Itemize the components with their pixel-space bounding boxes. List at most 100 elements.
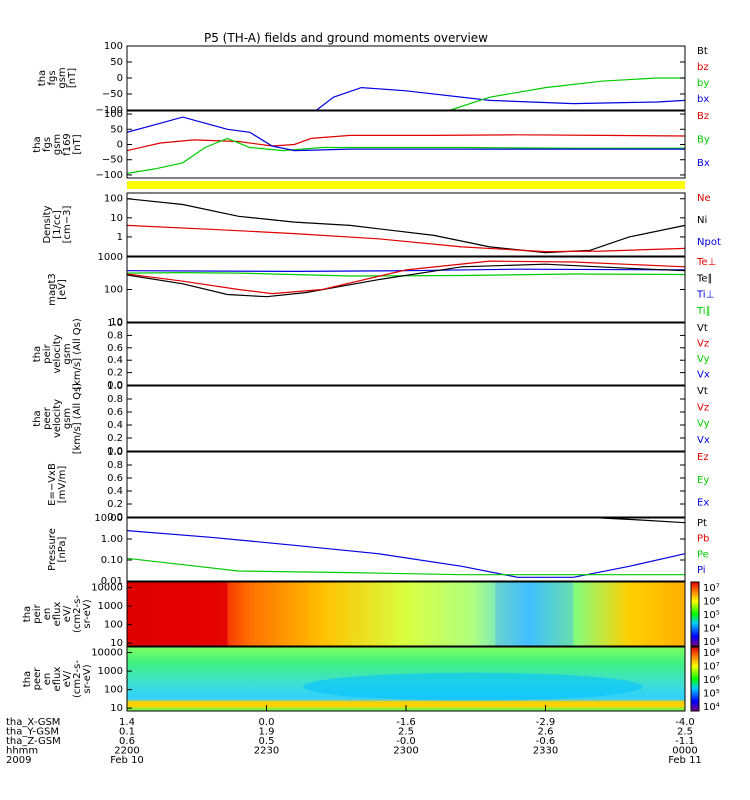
legend-Bx: Bx xyxy=(697,158,710,169)
colorbar-tick-label: 10⁵ xyxy=(703,610,720,621)
y-tick-label: 10 xyxy=(110,703,123,714)
legend-Bt: Bt xyxy=(697,46,708,57)
x-row-value: -0.0 xyxy=(396,736,416,747)
legend-by: by xyxy=(697,78,709,89)
y-tick-label: 10.00 xyxy=(94,513,123,524)
y-axis-label: [km/s] (All Qs) xyxy=(72,383,83,455)
series-line-red xyxy=(126,134,686,152)
series-line-red xyxy=(126,260,686,295)
y-axis-label: gsm xyxy=(57,67,68,88)
y-tick-label: 0.6 xyxy=(107,473,123,484)
y-tick-label: 50 xyxy=(110,57,123,68)
series-line-blue xyxy=(316,86,686,111)
legend-Vt: Vt xyxy=(697,323,708,334)
y-tick-label: 100 xyxy=(104,194,123,205)
x-row-label: hhmm xyxy=(6,746,38,757)
legend-Bz: Bz xyxy=(697,111,709,122)
y-axis-label: (cm2-s- xyxy=(72,595,83,633)
x-row-value: Feb 10 xyxy=(110,755,144,766)
y-tick-label: 0.0 xyxy=(107,446,123,457)
panel-frame xyxy=(126,385,686,452)
y-axis-label: [km/s] (All Qs) xyxy=(72,318,83,390)
legend-bx: bx xyxy=(697,94,709,105)
y-tick-label: 100 xyxy=(104,620,123,631)
legend-Ey: Ey xyxy=(697,475,709,486)
y-axis-label: [eV] xyxy=(57,279,68,300)
legend-Ni: Ni xyxy=(697,215,707,226)
y-axis-label: peir xyxy=(42,343,53,363)
legend-Te⊥: Te⊥ xyxy=(696,257,716,268)
x-row-value: 1.4 xyxy=(119,717,135,728)
x-row-value: -4.0 xyxy=(675,717,695,728)
y-axis-label: velocity xyxy=(52,399,63,438)
x-row-value: -0.6 xyxy=(536,736,556,747)
y-axis-label: tha xyxy=(22,606,33,622)
legend-Ex: Ex xyxy=(697,498,709,509)
y-tick-label: 0.8 xyxy=(107,330,123,341)
y-axis-label: [nPa] xyxy=(57,536,68,562)
y-tick-label: 0.2 xyxy=(107,433,123,444)
time-axis: tha_X-GSM 1.4 0.0 -1.6 -2.9 -4.0 tha_Y-GSM 0.1 1… xyxy=(6,705,702,766)
panel-frame xyxy=(126,581,686,647)
series-line-green xyxy=(126,557,685,576)
y-axis-label: Density xyxy=(42,205,53,243)
panel-frame xyxy=(126,451,686,518)
y-axis-label: velocity xyxy=(52,334,63,373)
panel-pressure: 10.00 1.00 0.10 0.01 Pressure [nPa] Pt Pb Pe Pi xyxy=(47,513,709,587)
x-row-value: 1.9 xyxy=(259,727,275,738)
x-row-value: 0.5 xyxy=(259,736,275,747)
y-tick-label: 0.4 xyxy=(107,355,123,366)
y-axis-label: en xyxy=(42,608,53,621)
y-tick-label: 0.8 xyxy=(107,460,123,471)
x-row-value: 0.6 xyxy=(119,736,135,747)
legend-Pi: Pi xyxy=(697,565,706,576)
colorbar-tick-label: 10⁵ xyxy=(703,689,720,700)
legend-Vz: Vz xyxy=(697,338,709,349)
y-tick-label: 0.6 xyxy=(107,343,123,354)
figure-title: P5 (TH-A) fields and ground moments over… xyxy=(204,31,488,45)
y-axis-label: [mV/m] xyxy=(57,466,68,504)
spectrogram-low-energy-band xyxy=(127,701,685,707)
y-axis-label: tha xyxy=(32,410,43,426)
y-tick-label: 10 xyxy=(110,638,123,649)
y-tick-label: 100 xyxy=(104,109,123,120)
y-axis-label: eV/ xyxy=(62,605,73,622)
y-tick-label: 1 xyxy=(117,232,123,243)
y-axis-label: Pressure xyxy=(47,528,58,571)
y-axis-label: gsm xyxy=(62,408,73,429)
spectrogram-hot-region xyxy=(127,582,228,646)
y-tick-label: 0.0 xyxy=(107,380,123,391)
y-axis-label: peer xyxy=(42,406,53,430)
y-axis-label: peer xyxy=(32,667,43,691)
y-axis-label: sr-eV) xyxy=(82,664,93,693)
series-line-blue xyxy=(126,116,685,152)
status-strip xyxy=(127,181,685,189)
legend-Te∥: Te∥ xyxy=(696,273,713,284)
x-row-label: tha_Y-GSM xyxy=(6,727,59,738)
spectrogram-cool-region xyxy=(495,582,574,646)
y-tick-label: 0.10 xyxy=(101,555,123,566)
y-axis-label: [nT] xyxy=(67,68,78,88)
x-row-value: 2300 xyxy=(393,746,418,757)
panel-frame xyxy=(126,192,686,257)
x-row-value: 2.6 xyxy=(538,727,554,738)
series-line-red xyxy=(126,224,686,253)
y-axis-label: fgs xyxy=(47,70,58,85)
colorbar-tick-label: 10⁷ xyxy=(703,662,720,673)
panel-density: 100 10 1 Density [1/cc] [cm−3] Ne Ni Npot xyxy=(42,192,721,257)
series-line-blue xyxy=(126,268,686,273)
legend-Ti∥: Ti∥ xyxy=(696,306,711,317)
y-tick-label: 0.2 xyxy=(107,499,123,510)
y-tick-label: 0.4 xyxy=(107,486,123,497)
legend-Ez: Ez xyxy=(697,452,709,463)
y-axis-label: [nT] xyxy=(72,134,83,154)
y-axis-label: gsm xyxy=(62,343,73,364)
panel-peir-eflux: 10⁷ 10⁶ 10⁵ 10⁴ 10³ 10000 1000 100 10 tha peir en ef… xyxy=(22,581,720,649)
y-axis-label: tha xyxy=(32,136,43,152)
legend-Pe: Pe xyxy=(697,549,709,560)
series-line-black xyxy=(126,198,686,254)
x-row-label: 2009 xyxy=(6,755,31,766)
